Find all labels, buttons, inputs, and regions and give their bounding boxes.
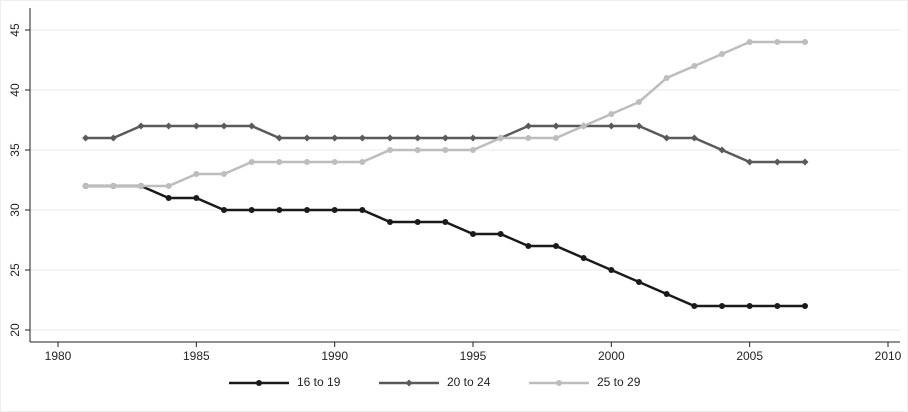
legend-marker [405,379,413,387]
marker [221,171,227,177]
marker [470,147,476,153]
marker [304,207,310,213]
marker [663,291,670,297]
marker [525,243,532,249]
marker [248,207,255,213]
marker [193,171,200,177]
marker [525,135,532,141]
marker [719,51,725,57]
marker [801,158,809,166]
marker [442,219,449,225]
marker [276,159,283,165]
marker [276,207,283,213]
legend-label: 20 to 24 [447,375,491,389]
marker [331,134,339,142]
marker [138,183,144,189]
marker [110,183,117,189]
marker [802,39,808,45]
legend-label: 25 to 29 [597,375,641,389]
marker [82,134,90,142]
marker [691,63,698,69]
y-tick-label: 35 [8,143,22,157]
legend-marker [556,380,562,386]
marker [497,231,504,237]
marker [552,122,560,130]
marker [580,123,587,129]
marker [469,134,477,142]
x-tick-label: 2005 [736,349,763,363]
marker [608,267,615,273]
marker [497,135,504,141]
marker [331,207,338,213]
marker [773,158,781,166]
marker [165,183,172,189]
plot-area [30,8,900,342]
x-tick-label: 2000 [598,349,625,363]
legend-marker [256,380,262,386]
marker [387,147,393,153]
marker [470,231,476,237]
marker [746,303,753,309]
marker [802,303,808,309]
marker [192,122,200,130]
y-tick-label: 45 [8,23,22,37]
marker [137,122,145,130]
marker [746,158,754,166]
marker [165,195,172,201]
marker [358,134,366,142]
marker [165,122,173,130]
marker [82,183,89,189]
marker [359,159,366,165]
x-tick-label: 2010 [875,349,902,363]
x-tick-label: 1985 [183,349,210,363]
marker [553,135,559,141]
marker [414,147,421,153]
marker [414,134,422,142]
marker [275,134,283,142]
marker [746,39,753,45]
marker [109,134,117,142]
y-tick-label: 40 [8,83,22,97]
marker [220,122,228,130]
marker [774,303,781,309]
marker [635,122,643,130]
marker [524,122,532,130]
marker [690,134,698,142]
marker [304,159,310,165]
marker [193,195,200,201]
y-tick-label: 20 [8,323,22,337]
legend-label: 16 to 19 [297,375,341,389]
y-tick-label: 25 [8,263,22,277]
y-tick-label: 30 [8,203,22,217]
marker [636,279,642,285]
marker [387,219,393,225]
marker [248,159,255,165]
marker [607,122,615,130]
marker [221,207,227,213]
marker [719,303,725,309]
x-tick-label: 1990 [321,349,348,363]
marker [441,134,449,142]
marker [414,219,421,225]
marker [386,134,394,142]
marker [553,243,559,249]
marker [248,122,256,130]
marker [608,111,615,117]
marker [636,99,642,105]
marker [359,207,366,213]
x-tick-label: 1995 [460,349,487,363]
marker [303,134,311,142]
marker [663,134,671,142]
marker [774,39,781,45]
marker [718,146,726,154]
marker [442,147,449,153]
marker [691,303,698,309]
x-tick-label: 1980 [45,349,72,363]
marker [331,159,338,165]
marker [580,255,587,261]
marker [663,75,670,81]
